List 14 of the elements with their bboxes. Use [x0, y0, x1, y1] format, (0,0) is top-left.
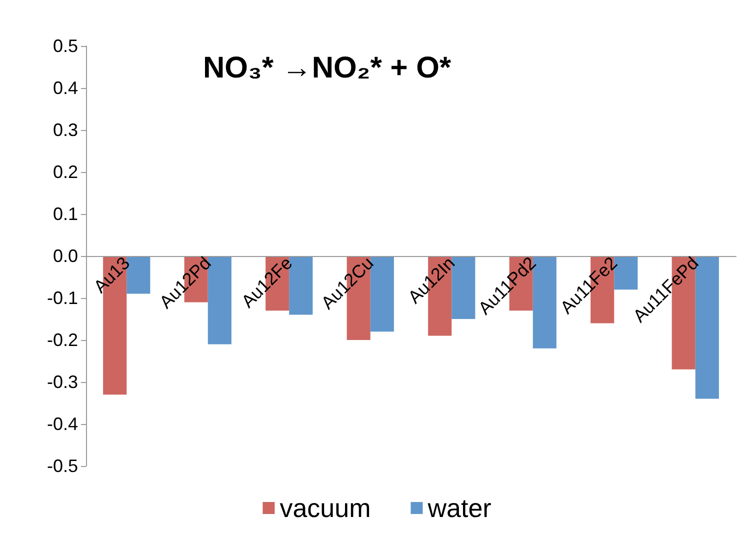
legend-label: vacuum [280, 493, 371, 523]
y-tick-label: -0.3 [46, 372, 78, 392]
y-tick-label: 0.2 [52, 162, 78, 182]
y-tick-label: 0.3 [52, 120, 78, 140]
y-tick-label: -0.2 [46, 330, 78, 350]
y-tick-label: 0.5 [52, 36, 78, 56]
legend-label: water [426, 493, 492, 523]
chart-title: NO₃* →NO₂* + O* [203, 52, 452, 84]
y-tick-label: -0.1 [46, 288, 78, 308]
y-tick-label: 0.4 [52, 78, 78, 98]
y-tick-label: 0.1 [52, 204, 78, 224]
y-tick-label: -0.4 [46, 414, 78, 434]
y-tick-label: -0.5 [46, 456, 78, 476]
y-tick-label: 0.0 [52, 246, 78, 266]
